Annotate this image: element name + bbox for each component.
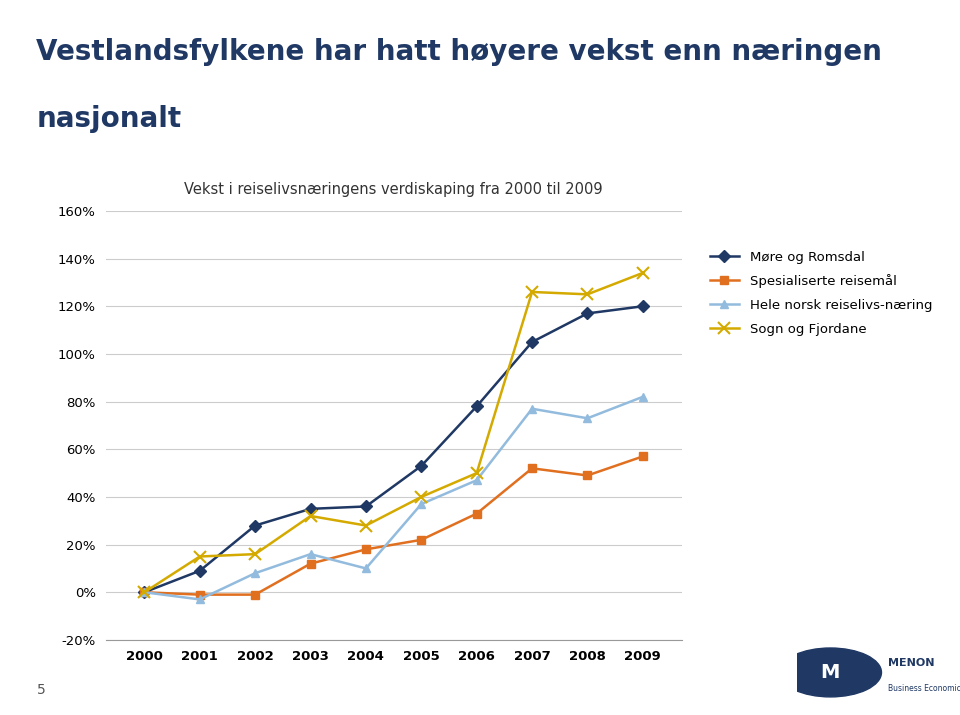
- Sogn og Fjordane: [304, 512, 316, 521]
- Hele norsk reiselivs-næring: [304, 550, 316, 558]
- Text: M: M: [821, 663, 840, 682]
- Spesialiserte reisemål: [360, 545, 372, 553]
- Møre og Romsdal: [637, 302, 649, 310]
- Hele norsk reiselivs-næring: [416, 500, 427, 508]
- Hele norsk reiselivs-næring: [582, 414, 593, 423]
- Møre og Romsdal: [416, 462, 427, 470]
- Line: Spesialiserte reisemål: Spesialiserte reisemål: [140, 453, 647, 598]
- Spesialiserte reisemål: [471, 509, 483, 518]
- Line: Hele norsk reiselivs-næring: Hele norsk reiselivs-næring: [140, 393, 647, 603]
- Sogn og Fjordane: [416, 493, 427, 501]
- Spesialiserte reisemål: [194, 591, 205, 599]
- Hele norsk reiselivs-næring: [194, 595, 205, 603]
- Møre og Romsdal: [582, 309, 593, 317]
- Sogn og Fjordane: [250, 550, 261, 558]
- Møre og Romsdal: [194, 566, 205, 575]
- Sogn og Fjordane: [194, 552, 205, 561]
- Møre og Romsdal: [304, 505, 316, 513]
- Spesialiserte reisemål: [250, 591, 261, 599]
- Spesialiserte reisemål: [138, 588, 150, 596]
- Møre og Romsdal: [138, 588, 150, 596]
- Text: 5: 5: [36, 683, 45, 697]
- Sogn og Fjordane: [526, 287, 538, 296]
- Text: MENON: MENON: [888, 658, 935, 668]
- Text: Vestlandsfylkene har hatt høyere vekst enn næringen: Vestlandsfylkene har hatt høyere vekst e…: [36, 39, 882, 66]
- Spesialiserte reisemål: [416, 536, 427, 544]
- Line: Sogn og Fjordane: Sogn og Fjordane: [139, 267, 648, 598]
- Hele norsk reiselivs-næring: [526, 405, 538, 413]
- Sogn og Fjordane: [360, 521, 372, 530]
- Sogn og Fjordane: [471, 469, 483, 478]
- Sogn og Fjordane: [637, 269, 649, 277]
- Hele norsk reiselivs-næring: [250, 569, 261, 578]
- Spesialiserte reisemål: [582, 471, 593, 480]
- Title: Vekst i reiselivsnæringens verdiskaping fra 2000 til 2009: Vekst i reiselivsnæringens verdiskaping …: [184, 182, 603, 197]
- Line: Møre og Romsdal: Møre og Romsdal: [140, 302, 647, 596]
- Møre og Romsdal: [250, 521, 261, 530]
- Legend: Møre og Romsdal, Spesialiserte reisemål, Hele norsk reiselivs-næring, Sogn og Fj: Møre og Romsdal, Spesialiserte reisemål,…: [705, 245, 937, 342]
- Sogn og Fjordane: [582, 290, 593, 299]
- Text: nasjonalt: nasjonalt: [36, 104, 181, 132]
- Sogn og Fjordane: [138, 588, 150, 596]
- Møre og Romsdal: [360, 502, 372, 511]
- Møre og Romsdal: [471, 402, 483, 410]
- Hele norsk reiselivs-næring: [360, 564, 372, 573]
- Text: Business Economics: Business Economics: [888, 684, 960, 693]
- Hele norsk reiselivs-næring: [138, 588, 150, 596]
- Circle shape: [780, 648, 881, 697]
- Hele norsk reiselivs-næring: [471, 476, 483, 485]
- Spesialiserte reisemål: [304, 559, 316, 568]
- Spesialiserte reisemål: [526, 464, 538, 473]
- Spesialiserte reisemål: [637, 452, 649, 460]
- Møre og Romsdal: [526, 337, 538, 346]
- Hele norsk reiselivs-næring: [637, 393, 649, 401]
